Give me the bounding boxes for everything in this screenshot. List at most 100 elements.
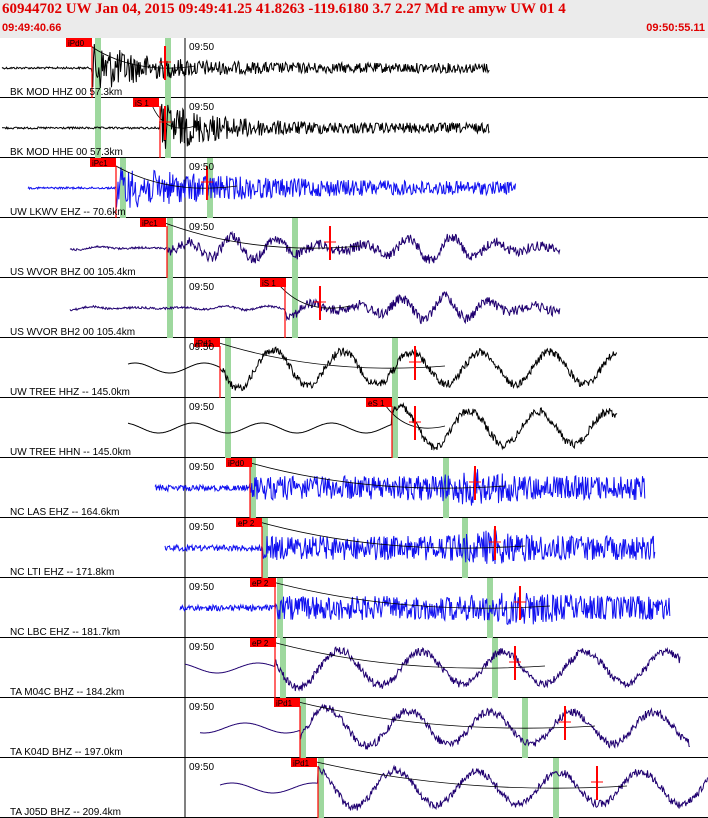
station-label: TA M04C BHZ -- 184.2km xyxy=(10,687,124,698)
trace-row[interactable]: iPd1 09:50 TA J05D BHZ -- 209.4km xyxy=(0,758,708,818)
trace-row[interactable]: eP 2 09:50 NC LTI EHZ -- 171.8km xyxy=(0,518,708,578)
seismogram-panel: iPd0 09:50 BK MOD HHZ 00 57.3km iS 1 09:50 BK… xyxy=(0,38,708,818)
pick-label: iS 1 xyxy=(262,279,276,288)
p-window xyxy=(95,98,101,158)
pick-label: iPc1 xyxy=(92,159,108,168)
pick-label-box[interactable] xyxy=(140,218,166,227)
pick-label: iPd0 xyxy=(228,459,245,468)
pick-label: eP 2 xyxy=(238,519,255,528)
p-window xyxy=(300,698,306,758)
s-window xyxy=(392,398,398,458)
station-label: US WVOR BH2 00 105.4km xyxy=(10,327,135,338)
station-label: TA K04D BHZ -- 197.0km xyxy=(10,747,123,758)
time-tick-label: 09:50 xyxy=(189,162,214,173)
time-tick-label: 09:50 xyxy=(189,222,214,233)
pick-label-box[interactable] xyxy=(90,158,116,167)
s-window xyxy=(165,98,171,158)
p-window xyxy=(250,458,256,518)
arrival-curve xyxy=(307,759,628,789)
waveform xyxy=(127,346,617,392)
station-label: UW TREE HHN -- 145.0km xyxy=(10,447,131,458)
p-window xyxy=(225,398,231,458)
station-label: NC LBC EHZ -- 181.7km xyxy=(10,627,120,638)
pick-label: iS 1 xyxy=(135,99,149,108)
time-tick-label: 09:50 xyxy=(189,42,214,53)
pick-label-box[interactable] xyxy=(274,698,300,707)
waveform xyxy=(127,402,618,451)
trace-row[interactable]: eP 2 09:50 NC LBC EHZ -- 181.7km xyxy=(0,578,708,638)
arrival-curve xyxy=(81,39,196,69)
time-tick-label: 09:50 xyxy=(189,762,214,773)
arrival-curve xyxy=(105,159,238,189)
time-tick-label: 09:50 xyxy=(189,702,214,713)
arrival-curve xyxy=(251,519,526,549)
s-window xyxy=(292,278,298,338)
pick-label: eP 2 xyxy=(252,579,269,588)
waveform xyxy=(1,103,490,149)
waveform xyxy=(179,592,671,626)
station-label: UW LKWV EHZ -- 70.6km xyxy=(10,207,126,218)
pick-label-box[interactable] xyxy=(226,458,252,467)
header-bar: 60944702 UW Jan 04, 2015 09:49:41.25 41.… xyxy=(0,0,708,38)
p-window xyxy=(95,38,101,98)
waveform xyxy=(184,646,681,692)
station-label: TA J05D BHZ -- 209.4km xyxy=(10,807,121,818)
pick-label-box[interactable] xyxy=(291,758,317,767)
pick-label-box[interactable] xyxy=(250,578,276,587)
arrival-curve xyxy=(239,459,506,489)
time-tick-label: 09:50 xyxy=(189,522,214,533)
pick-label-box[interactable] xyxy=(236,518,262,527)
pick-label: iPd0 xyxy=(68,39,85,48)
waveform xyxy=(1,43,490,89)
station-label: NC LAS EHZ -- 164.6km xyxy=(10,507,119,518)
arrival-curve xyxy=(264,639,546,669)
pick-label-box[interactable] xyxy=(260,278,286,287)
arrival-curve xyxy=(264,579,551,609)
pick-label-box[interactable] xyxy=(66,38,92,47)
pick-label: iPd1 xyxy=(196,339,213,348)
time-tick-label: 09:50 xyxy=(189,342,214,353)
p-window xyxy=(225,338,231,398)
start-time: 09:49:40.66 xyxy=(2,22,62,34)
pick-label-box[interactable] xyxy=(366,398,392,407)
time-tick-label: 09:50 xyxy=(189,282,214,293)
trace-row[interactable]: iPc1 09:50 US WVOR BHZ 00 105.4km xyxy=(0,218,708,278)
trace-row[interactable]: iS 1 09:50 BK MOD HHE 00 57.3km xyxy=(0,98,708,158)
trace-row[interactable]: eP 2 09:50 TA M04C BHZ -- 184.2km xyxy=(0,638,708,698)
pick-label-box[interactable] xyxy=(133,98,159,107)
trace-row[interactable]: iS 1 09:50 US WVOR BH2 00 105.4km xyxy=(0,278,708,338)
station-label: UW TREE HHZ -- 145.0km xyxy=(10,387,130,398)
arrival-curve xyxy=(156,219,361,249)
arrival-curve xyxy=(209,339,446,369)
station-label: BK MOD HHE 00 57.3km xyxy=(10,147,123,158)
p-window xyxy=(167,218,173,278)
time-tick-label: 09:50 xyxy=(189,582,214,593)
pick-label-box[interactable] xyxy=(194,338,220,347)
trace-row[interactable]: iPd1 09:50 TA K04D BHZ -- 197.0km xyxy=(0,698,708,758)
end-time: 09:50:55.11 xyxy=(646,22,705,34)
pick-label: eP 2 xyxy=(252,639,269,648)
waveform xyxy=(219,764,708,811)
trace-row[interactable]: iPd0 09:50 NC LAS EHZ -- 164.6km xyxy=(0,458,708,518)
trace-row[interactable]: eS 1 09:50 UW TREE HHN -- 145.0km xyxy=(0,398,708,458)
p-window xyxy=(280,638,286,698)
station-label: NC LTI EHZ -- 171.8km xyxy=(10,567,114,578)
pick-label: iPd1 xyxy=(276,699,293,708)
pick-label-box[interactable] xyxy=(250,638,276,647)
waveform xyxy=(27,167,516,208)
trace-row[interactable]: iPc1 09:50 UW LKWV EHZ -- 70.6km xyxy=(0,158,708,218)
time-tick-label: 09:50 xyxy=(189,642,214,653)
waveform xyxy=(69,290,561,325)
arrival-curve xyxy=(289,699,596,729)
station-label: US WVOR BHZ 00 105.4km xyxy=(10,267,136,278)
waveform xyxy=(199,703,690,750)
trace-row[interactable]: iPd0 09:50 BK MOD HHZ 00 57.3km xyxy=(0,38,708,98)
event-title: 60944702 UW Jan 04, 2015 09:49:41.25 41.… xyxy=(2,1,566,17)
p-window xyxy=(318,758,324,818)
time-tick-label: 09:50 xyxy=(189,402,214,413)
pick-label: eS 1 xyxy=(368,399,385,408)
time-tick-label: 09:50 xyxy=(189,462,214,473)
p-window xyxy=(120,158,126,218)
pick-label: iPd1 xyxy=(293,759,310,768)
